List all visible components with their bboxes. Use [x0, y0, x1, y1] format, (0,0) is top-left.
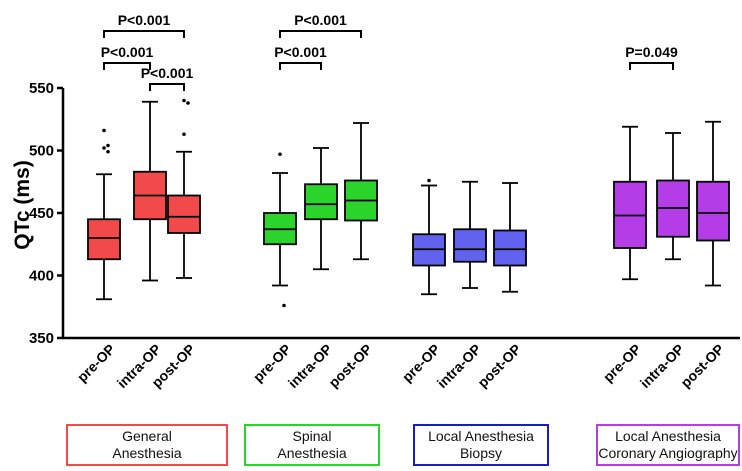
outlier-point [186, 101, 190, 105]
outlier-point [282, 303, 286, 308]
p-value-label: P<0.001 [294, 12, 347, 28]
x-tick-label: post-OP [325, 341, 375, 391]
outlier-point [106, 149, 110, 154]
bracket-line [103, 30, 185, 38]
outlier-point [182, 98, 186, 103]
p-value-label: P<0.001 [274, 44, 327, 60]
group-label-general-anesthesia: General Anesthesia [66, 424, 228, 466]
x-tick-label: post-OP [677, 341, 727, 391]
bracket-line [149, 83, 185, 91]
y-tick-label: 350 [29, 330, 54, 347]
box-iqr [453, 228, 487, 263]
box-intra-op [453, 180, 487, 289]
box-iqr [493, 229, 527, 267]
y-tick-label: 500 [29, 143, 54, 160]
box-pre-op [87, 128, 121, 301]
x-tick-label: intra-OP [637, 341, 687, 391]
y-tick-label: 550 [29, 80, 54, 97]
outlier-point [278, 152, 282, 157]
box-intra-op [133, 100, 167, 282]
p-value-label: P<0.001 [101, 44, 154, 60]
significance-bracket: P<0.001 [103, 12, 185, 38]
box-iqr [167, 194, 201, 234]
outlier-point [106, 143, 110, 148]
significance-bracket: P<0.001 [101, 44, 154, 70]
box-post-op [344, 122, 378, 261]
bracket-line [629, 62, 674, 70]
outlier-point [182, 132, 186, 137]
box-post-op [167, 98, 201, 279]
significance-bracket: P=0.049 [625, 44, 678, 70]
x-tick-label: post-OP [474, 341, 524, 391]
box-series [87, 98, 730, 308]
box-post-op [696, 120, 730, 287]
group-label-spinal-anesthesia: Spinal Anesthesia [244, 424, 380, 466]
box-intra-op [304, 147, 338, 271]
p-value-label: P<0.001 [141, 65, 194, 81]
p-value-label: P<0.001 [118, 12, 171, 28]
y-tick-label: 400 [29, 268, 54, 285]
significance-bracket: P<0.001 [141, 65, 194, 91]
bracket-line [279, 30, 362, 38]
box-iqr [696, 180, 730, 242]
box-pre-op [263, 152, 297, 308]
outlier-point [102, 128, 106, 133]
x-tick-label: intra-OP [434, 341, 484, 391]
significance-bracket: P<0.001 [274, 44, 327, 70]
p-value-label: P=0.049 [625, 44, 678, 60]
y-axis-label: QTc (ms) [11, 160, 34, 249]
box-iqr [87, 218, 121, 261]
box-pre-op [412, 178, 446, 296]
box-iqr [304, 183, 338, 221]
outlier-point [102, 146, 106, 150]
bracket-line [279, 62, 322, 70]
group-label-local-anesthesia-coronary-angiography: Local Anesthesia Coronary Angiography [596, 424, 740, 466]
significance-bracket: P<0.001 [279, 12, 362, 38]
x-tick-label: pre-OP [74, 341, 118, 385]
y-axis: 350 400 450 500 550 [29, 80, 740, 347]
x-tick-label: intra-OP [285, 341, 335, 391]
outlier-point [427, 178, 431, 183]
box-pre-op [613, 125, 647, 281]
group-label-local-anesthesia-biopsy: Local Anesthesia Biopsy [413, 424, 549, 466]
significance-brackets: P<0.001 P<0.001 P<0.001 P<0.001 P<0.001 P=0.0… [101, 12, 678, 91]
y-tick-label: 450 [29, 205, 54, 222]
box-post-op [493, 182, 527, 293]
box-intra-op [656, 132, 690, 261]
bracket-line [103, 62, 151, 70]
